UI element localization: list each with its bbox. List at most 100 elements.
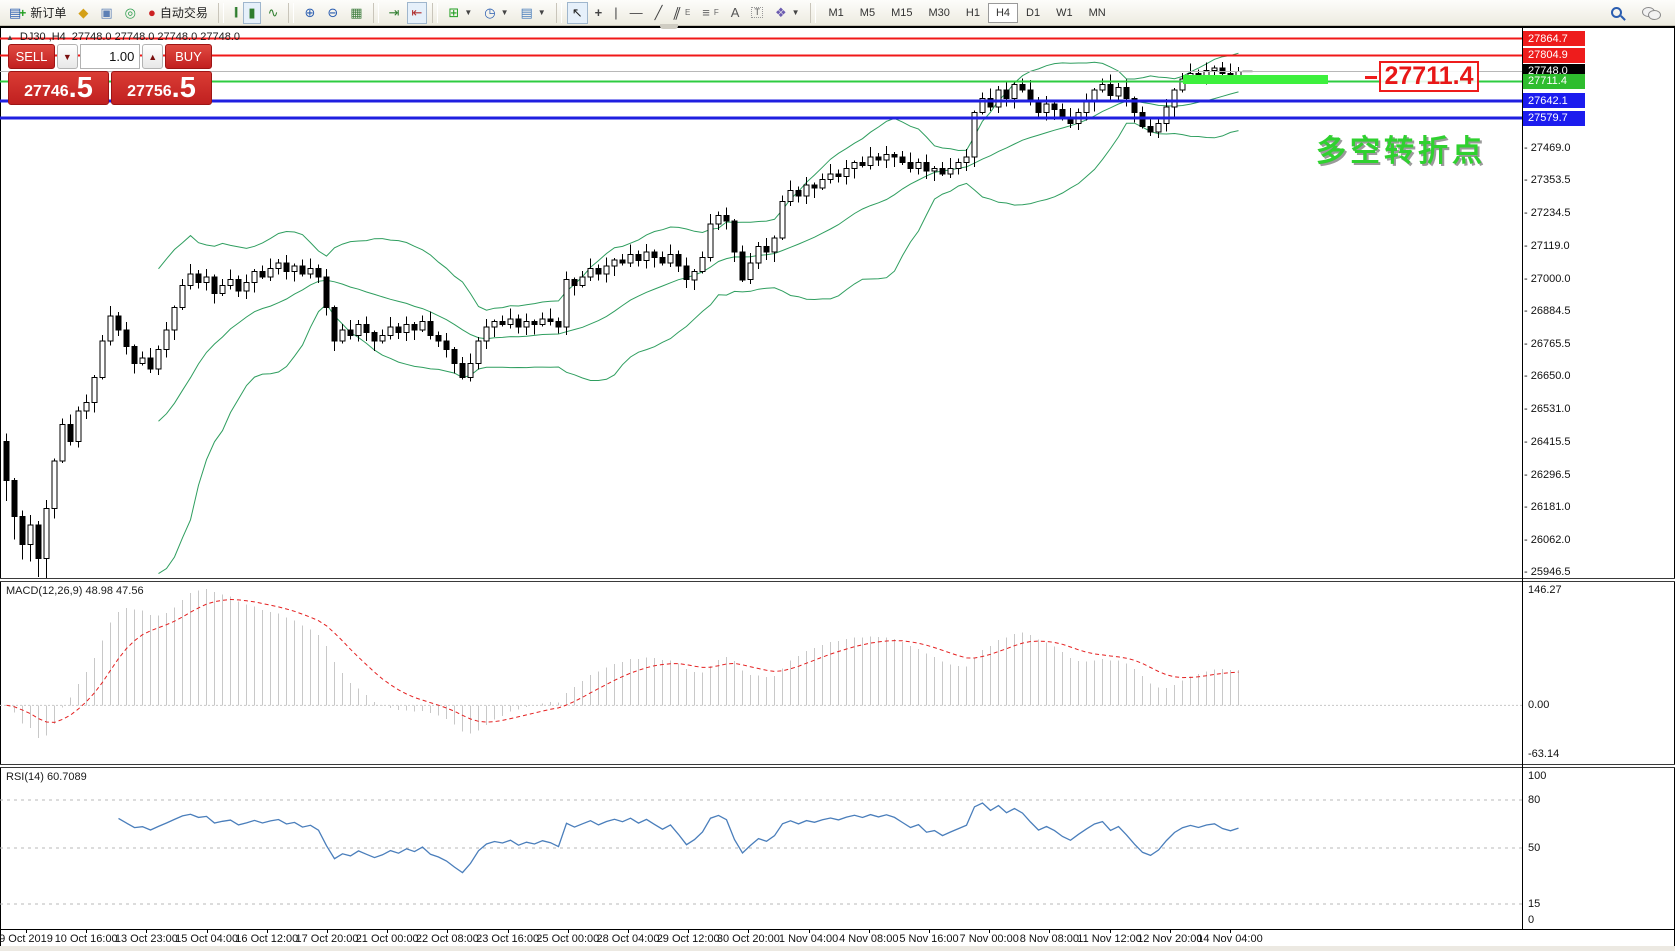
gold-icon: ◆ <box>78 5 89 20</box>
date-tick <box>1230 929 1231 933</box>
zoom-in-button[interactable]: ⊕ <box>299 2 320 24</box>
price-tick: - 27234.5 <box>1524 207 1571 220</box>
vertical-line-button[interactable]: | <box>609 2 622 24</box>
date-label: 5 Nov 16:00 <box>899 933 959 945</box>
collapse-arrow-icon[interactable]: ▲ <box>6 32 14 42</box>
tile-windows-button[interactable]: ▦ <box>345 2 367 24</box>
search-button[interactable] <box>1606 2 1627 24</box>
panel-splitter[interactable] <box>0 764 1675 768</box>
channel-e-suffix: E <box>684 8 691 17</box>
line-chart-button[interactable]: ∿ <box>263 2 284 24</box>
fibonacci-button[interactable]: ≡ F <box>697 2 723 24</box>
date-label: 9 Oct 2019 <box>0 933 53 945</box>
rsi-tick: 15 <box>1528 898 1541 910</box>
chat-button[interactable] <box>1637 2 1663 24</box>
timeframe-h4-button[interactable]: H4 <box>987 2 1019 23</box>
date-label: 29 Oct 12:00 <box>656 933 720 945</box>
volume-input[interactable]: 1.00 <box>79 44 141 69</box>
volume-decrease-button[interactable]: ▼ <box>57 44 78 69</box>
zoom-in-icon: ⊕ <box>304 5 316 20</box>
search-icon <box>1611 7 1622 18</box>
indicators-button[interactable]: ⊞ ▼ <box>443 2 477 24</box>
chart-shift-button[interactable]: ⇤ <box>406 1 428 24</box>
bottom-strip <box>0 946 1675 951</box>
timeframe-mn-button[interactable]: MN <box>1088 6 1106 19</box>
zoom-out-button[interactable]: ⊖ <box>322 2 343 24</box>
date-tick <box>387 929 389 933</box>
timeframe-h1-button[interactable]: H1 <box>965 6 980 19</box>
buy-price-display[interactable]: 27756.5 <box>111 71 212 105</box>
chat-icon <box>1642 7 1661 20</box>
templates-button[interactable]: ▤ ▼ <box>516 2 551 24</box>
buy-button[interactable]: BUY <box>165 44 212 69</box>
channel-button[interactable]: ∥ E <box>669 2 695 24</box>
text-icon: A <box>730 5 740 20</box>
price-axis-line <box>1522 28 1523 929</box>
date-tick <box>688 929 690 933</box>
panel-splitter[interactable] <box>0 578 1675 582</box>
timeframe-m15-button[interactable]: M15 <box>891 6 913 19</box>
timeframe-m30-button[interactable]: M30 <box>928 6 950 19</box>
sell-price-display[interactable]: 27746.5 <box>8 71 109 105</box>
autotrade-button[interactable]: ● 自动交易 <box>143 2 213 24</box>
fibonacci-icon: ≡ <box>702 5 710 20</box>
volume-increase-button[interactable]: ▲ <box>142 44 163 69</box>
cursor-button[interactable]: ↖ <box>566 1 588 24</box>
price-tag: 27864.7 <box>1523 31 1585 47</box>
plus-icon: + <box>19 5 27 20</box>
date-label: 15 Oct 04:00 <box>175 933 239 945</box>
text-button[interactable]: A <box>726 2 745 24</box>
sell-button[interactable]: SELL <box>8 44 55 69</box>
timeframe-m5-button[interactable]: M5 <box>859 6 876 19</box>
toolbar-separator <box>432 2 439 23</box>
periods-clock-icon: ◷ <box>484 5 496 20</box>
gold-button[interactable]: ◆ <box>73 2 93 24</box>
date-tick <box>327 929 328 933</box>
signal-button[interactable]: ◎ <box>120 2 141 24</box>
text-label-button[interactable]: T <box>746 2 768 24</box>
date-label: 1 Nov 04:00 <box>778 933 839 945</box>
date-tick <box>748 929 750 933</box>
date-label: 10 Oct 16:00 <box>54 933 118 945</box>
date-tick <box>507 929 509 933</box>
date-tick <box>868 929 870 933</box>
timeframe-d1-button[interactable]: D1 <box>1026 6 1041 19</box>
buy-price-frac: .5 <box>171 72 196 104</box>
price-tick: - 26531.0 <box>1524 403 1571 416</box>
date-tick <box>447 929 449 933</box>
price-callout[interactable]: 27711.4 <box>1379 61 1479 92</box>
trendline-button[interactable]: ╱ <box>650 2 668 24</box>
green-highlight-bar[interactable] <box>1183 75 1328 84</box>
date-tick <box>628 929 629 933</box>
toolbar-separator <box>288 2 295 23</box>
new-order-label: 新订单 <box>30 6 67 20</box>
date-tick <box>1169 929 1171 933</box>
turning-point-annotation[interactable]: 多空转折点 <box>1316 135 1486 168</box>
bar-chart-icon: ||| <box>233 6 238 18</box>
date-label: 25 Oct 00:00 <box>536 933 600 945</box>
arrows-button[interactable]: ❖ ▼ <box>770 2 805 24</box>
one-click-trading-panel: SELL ▼ 1.00 ▲ BUY 27746.5 27756.5 <box>8 44 212 105</box>
crosshair-button[interactable]: + <box>590 2 608 24</box>
window-splitter-grip[interactable] <box>660 24 678 29</box>
bar-chart-button[interactable]: ||| <box>229 2 242 24</box>
timeframe-w1-button[interactable]: W1 <box>1056 6 1073 19</box>
date-label: 23 Oct 16:00 <box>476 933 540 945</box>
price-tick: - 26062.0 <box>1524 534 1571 547</box>
price-tick: - 27469.0 <box>1524 142 1571 155</box>
candlestick-chart-button[interactable]: ▮ <box>243 1 261 24</box>
new-order-button[interactable]: ▤ + 新订单 <box>4 2 71 24</box>
toolbar-separator <box>555 2 562 23</box>
new-order-icon: ▤ <box>9 5 22 20</box>
auto-scroll-button[interactable]: ⇥ <box>384 2 405 24</box>
timeframe-m1-button[interactable]: M1 <box>828 6 844 19</box>
accounts-button[interactable]: ▣ <box>95 2 117 24</box>
tile-windows-icon: ▦ <box>350 5 363 20</box>
channel-icon: ∥ <box>672 5 684 20</box>
chart-title: ▲ DJ30 ,H4 27748.0 27748.0 27748.0 27748… <box>6 31 240 43</box>
horizontal-line-button[interactable]: — <box>625 2 648 24</box>
periods-button[interactable]: ◷ ▼ <box>479 2 513 24</box>
date-tick <box>567 929 569 933</box>
crosshair-icon: + <box>594 5 603 20</box>
macd-tick: 146.27 <box>1528 584 1562 596</box>
